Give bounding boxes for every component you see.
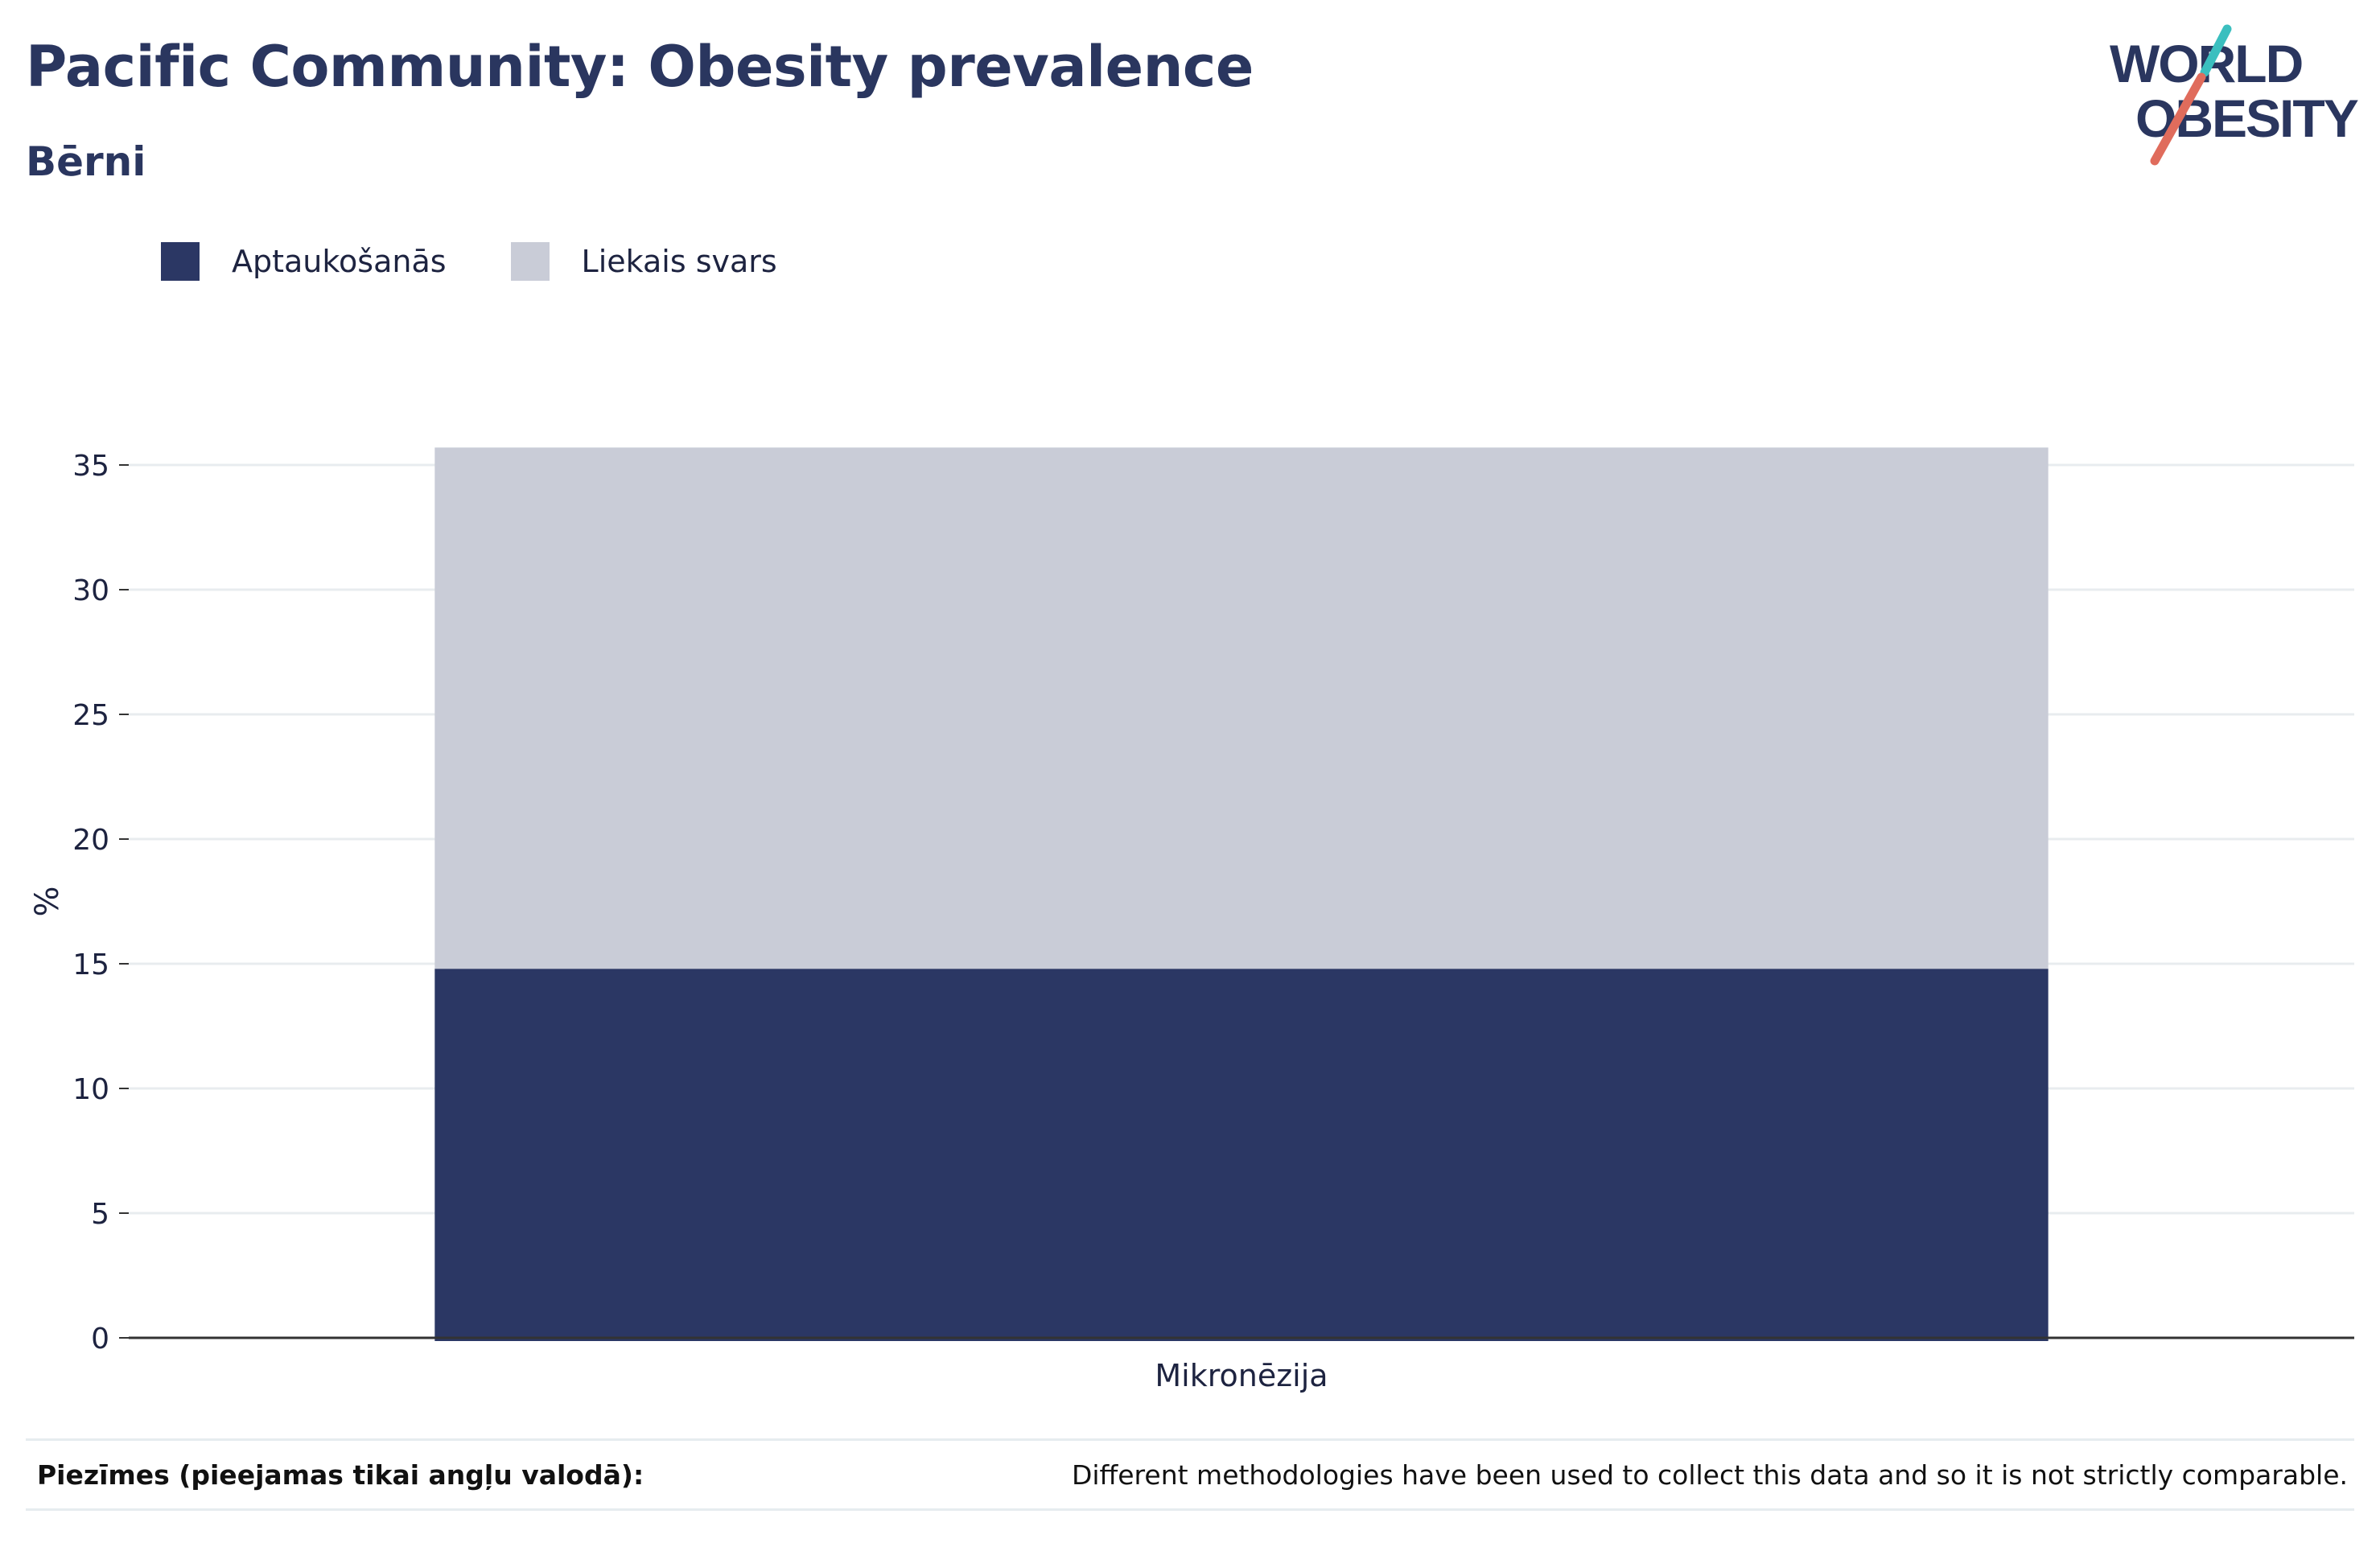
- legend-label-overweight: Liekais svars: [581, 244, 777, 279]
- y-tick-label-5: 5: [91, 1198, 109, 1231]
- bar-overweight-0: [434, 447, 2049, 969]
- chart-title: Pacific Community: Obesity prevalence: [26, 34, 1254, 100]
- legend-swatch-overweight: [510, 242, 550, 281]
- y-tick-label-0: 0: [91, 1323, 109, 1356]
- legend-item-overweight[interactable]: Liekais svars: [510, 242, 777, 281]
- logo-coral-stroke: [2150, 72, 2206, 166]
- y-tick-label-15: 15: [72, 948, 109, 981]
- notes-text: Different methodologies have been used t…: [1071, 1459, 2348, 1491]
- legend-label-obesity: Aptaukošanās: [232, 244, 447, 279]
- y-tick-label-20: 20: [72, 824, 109, 857]
- x-tick-label-0: Mikronēzija: [1155, 1358, 1328, 1393]
- y-tick-label-35: 35: [72, 450, 109, 483]
- chart-legend: Aptaukošanās Liekais svars: [161, 237, 842, 286]
- y-tick-label-10: 10: [72, 1073, 109, 1106]
- world-obesity-logo: WORLD OBESITY: [2110, 24, 2360, 166]
- chart-subtitle: Bērni: [26, 138, 146, 185]
- legend-item-obesity[interactable]: Aptaukošanās: [161, 242, 447, 281]
- legend-swatch-obesity: [161, 242, 200, 281]
- y-tick-label-30: 30: [72, 574, 109, 607]
- y-tick-label-25: 25: [72, 699, 109, 732]
- notes-bar: Piezīmes (pieejamas tikai angļu valodā):…: [26, 1438, 2354, 1511]
- notes-label: Piezīmes (pieejamas tikai angļu valodā):: [37, 1459, 644, 1491]
- logo-teal-stroke: [2200, 24, 2232, 77]
- logo-line-2: OBESITY: [2135, 88, 2358, 148]
- bar-obesity-0: [434, 969, 2049, 1341]
- y-axis-label: %: [29, 886, 66, 916]
